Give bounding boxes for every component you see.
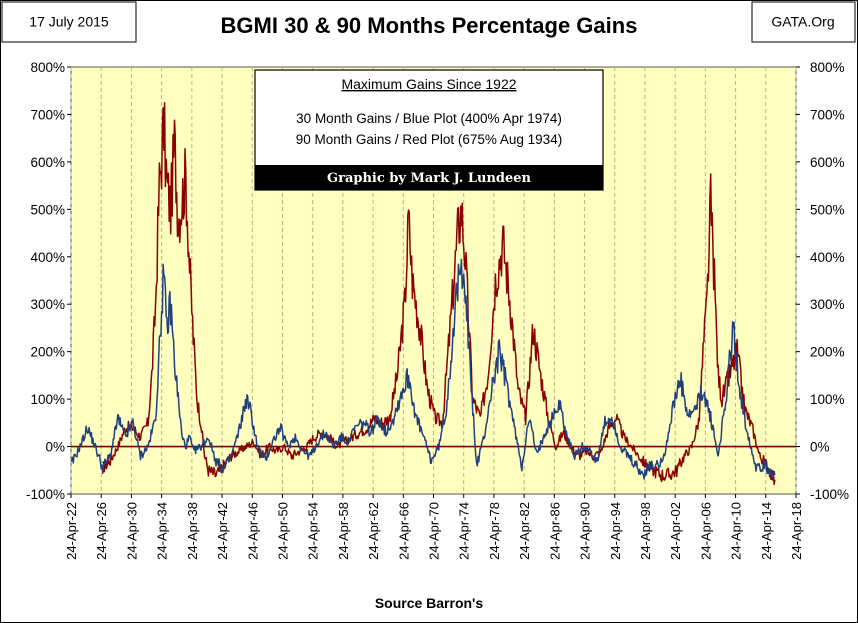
- axis-layer: 24-Apr-22 24-Apr-26 24-Apr-30 24-Apr-34 24-A…: [26, 60, 849, 560]
- source-label: GATA.Org: [771, 14, 834, 30]
- x-tick-label: 24-Apr-18: [789, 502, 804, 560]
- y-tick-label-right: -100%: [810, 487, 849, 502]
- date-label: 17 July 2015: [29, 14, 109, 30]
- credit-bar: [255, 165, 603, 190]
- y-tick-label-left: 200%: [30, 345, 65, 360]
- x-tick-label: 24-Apr-94: [608, 502, 623, 560]
- credit-text: Graphic by Mark J. Lundeen: [327, 171, 532, 186]
- x-tick-label: 24-Apr-10: [729, 502, 744, 560]
- x-tick-label: 24-Apr-74: [457, 502, 472, 560]
- x-tick-label: 24-Apr-02: [668, 502, 683, 560]
- y-tick-label-right: 700%: [810, 107, 845, 122]
- y-tick-label-right: 300%: [810, 297, 845, 312]
- x-tick-label: 24-Apr-34: [155, 502, 170, 560]
- x-tick-label: 24-Apr-54: [306, 502, 321, 560]
- x-tick-label: 24-Apr-38: [185, 502, 200, 560]
- x-tick-label: 24-Apr-26: [94, 502, 109, 560]
- x-tick-label: 24-Apr-50: [275, 502, 290, 560]
- x-tick-label: 24-Apr-66: [396, 502, 411, 560]
- y-tick-label-left: 100%: [30, 392, 65, 407]
- info-heading: Maximum Gains Since 1922: [341, 76, 516, 92]
- y-tick-label-right: 600%: [810, 155, 845, 170]
- x-tick-label: 24-Apr-46: [245, 502, 260, 560]
- series-layer: [70, 102, 776, 486]
- x-tick-label: 24-Apr-70: [427, 502, 442, 560]
- info-line-blue: 30 Month Gains / Blue Plot (400% Apr 197…: [296, 111, 562, 126]
- series-line-30-month: [70, 258, 776, 480]
- y-tick-label-left: 800%: [30, 60, 65, 75]
- y-tick-label-left: 500%: [30, 202, 65, 217]
- y-tick-label-right: 0%: [810, 440, 830, 455]
- x-tick-label: 24-Apr-58: [336, 502, 351, 560]
- y-tick-label-left: -100%: [26, 487, 65, 502]
- x-axis-title: Source Barron's: [375, 595, 484, 611]
- source-box: [751, 1, 856, 43]
- x-tick-label: 24-Apr-98: [638, 502, 653, 560]
- x-tick-label: 24-Apr-30: [124, 502, 139, 560]
- y-tick-label-right: 100%: [810, 392, 845, 407]
- x-tick-label: 24-Apr-86: [547, 502, 562, 560]
- x-tick-label: 24-Apr-42: [215, 502, 230, 560]
- x-tick-label: 24-Apr-06: [698, 502, 713, 560]
- chart-title: BGMI 30 & 90 Months Percentage Gains: [221, 13, 638, 38]
- x-tick-label: 24-Apr-90: [578, 502, 593, 560]
- y-tick-label-left: 300%: [30, 297, 65, 312]
- y-tick-label-left: 600%: [30, 155, 65, 170]
- series-line-90-month: [102, 102, 776, 486]
- y-tick-label-left: 700%: [30, 107, 65, 122]
- date-box: [1, 1, 137, 43]
- info-line-red: 90 Month Gains / Red Plot (675% Aug 1934…: [296, 132, 562, 147]
- x-tick-label: 24-Apr-22: [64, 502, 79, 560]
- x-tick-label: 24-Apr-14: [759, 502, 774, 560]
- x-tick-label: 24-Apr-78: [487, 502, 502, 560]
- y-tick-label-left: 0%: [45, 440, 65, 455]
- y-tick-label-right: 400%: [810, 250, 845, 265]
- y-tick-label-right: 800%: [810, 60, 845, 75]
- x-tick-label: 24-Apr-62: [366, 502, 381, 560]
- x-tick-label: 24-Apr-82: [517, 502, 532, 560]
- y-tick-label-right: 500%: [810, 202, 845, 217]
- y-tick-label-left: 400%: [30, 250, 65, 265]
- y-tick-label-right: 200%: [810, 345, 845, 360]
